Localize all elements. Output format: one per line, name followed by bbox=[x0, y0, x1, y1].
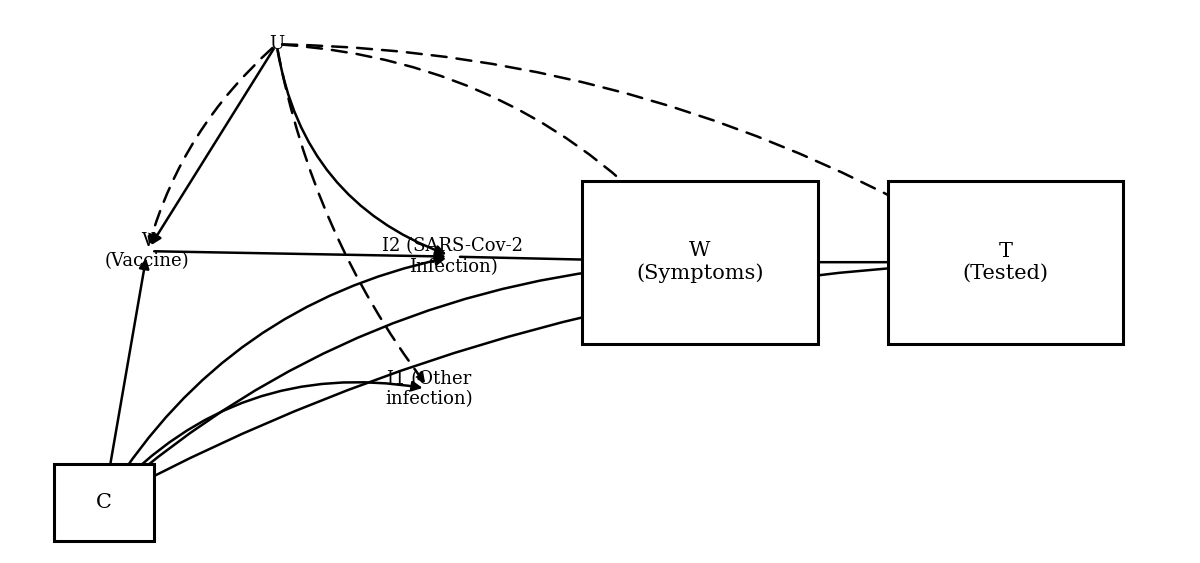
FancyBboxPatch shape bbox=[582, 181, 817, 343]
FancyBboxPatch shape bbox=[888, 181, 1123, 343]
Text: T
(Tested): T (Tested) bbox=[962, 242, 1049, 283]
FancyBboxPatch shape bbox=[54, 463, 154, 541]
Text: V
(Vaccine): V (Vaccine) bbox=[104, 232, 190, 271]
Text: U: U bbox=[269, 35, 284, 53]
Text: I1 (Other
infection): I1 (Other infection) bbox=[385, 370, 473, 409]
Text: I2 (SARS-Cov-2
Infection): I2 (SARS-Cov-2 Infection) bbox=[383, 237, 523, 276]
Text: W
(Symptoms): W (Symptoms) bbox=[636, 242, 763, 283]
Text: C: C bbox=[96, 493, 112, 512]
